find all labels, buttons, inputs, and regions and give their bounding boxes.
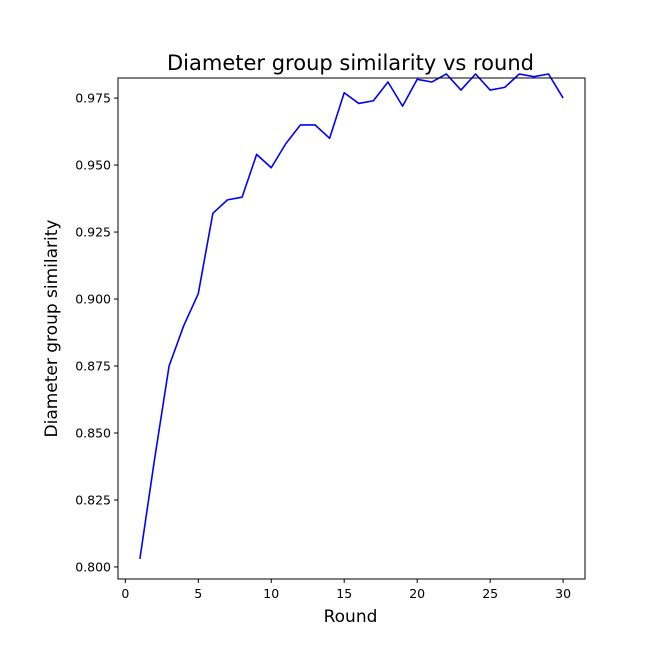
x-tick-label: 5 [194,586,202,601]
y-tick-label: 0.975 [75,91,111,106]
y-axis-label: Diameter group similarity [42,220,62,438]
x-tick-label: 30 [555,586,571,601]
x-tick-label: 20 [409,586,425,601]
x-tick-label: 15 [336,586,352,601]
chart-title: Diameter group similarity vs round [167,51,534,75]
y-axis: 0.800 0.825 0.850 0.875 0.900 0.925 0.950 0.975 [75,91,118,574]
series-line-0 [139,73,564,560]
y-tick-label: 0.850 [75,425,111,440]
y-tick-label: 0.925 [75,225,111,240]
y-tick-label: 0.950 [75,158,111,173]
x-axis: 0 5 10 15 20 25 30 [121,579,571,601]
x-tick-label: 0 [121,586,129,601]
x-tick-label: 10 [263,586,279,601]
x-axis-label: Round [324,607,378,627]
y-tick-label: 0.875 [75,359,111,374]
plot-frame [117,77,586,580]
x-tick-label: 25 [482,586,498,601]
y-tick-label: 0.900 [75,292,111,307]
y-tick-label: 0.825 [75,492,111,507]
plot-area [139,73,564,560]
y-tick-label: 0.800 [75,559,111,574]
